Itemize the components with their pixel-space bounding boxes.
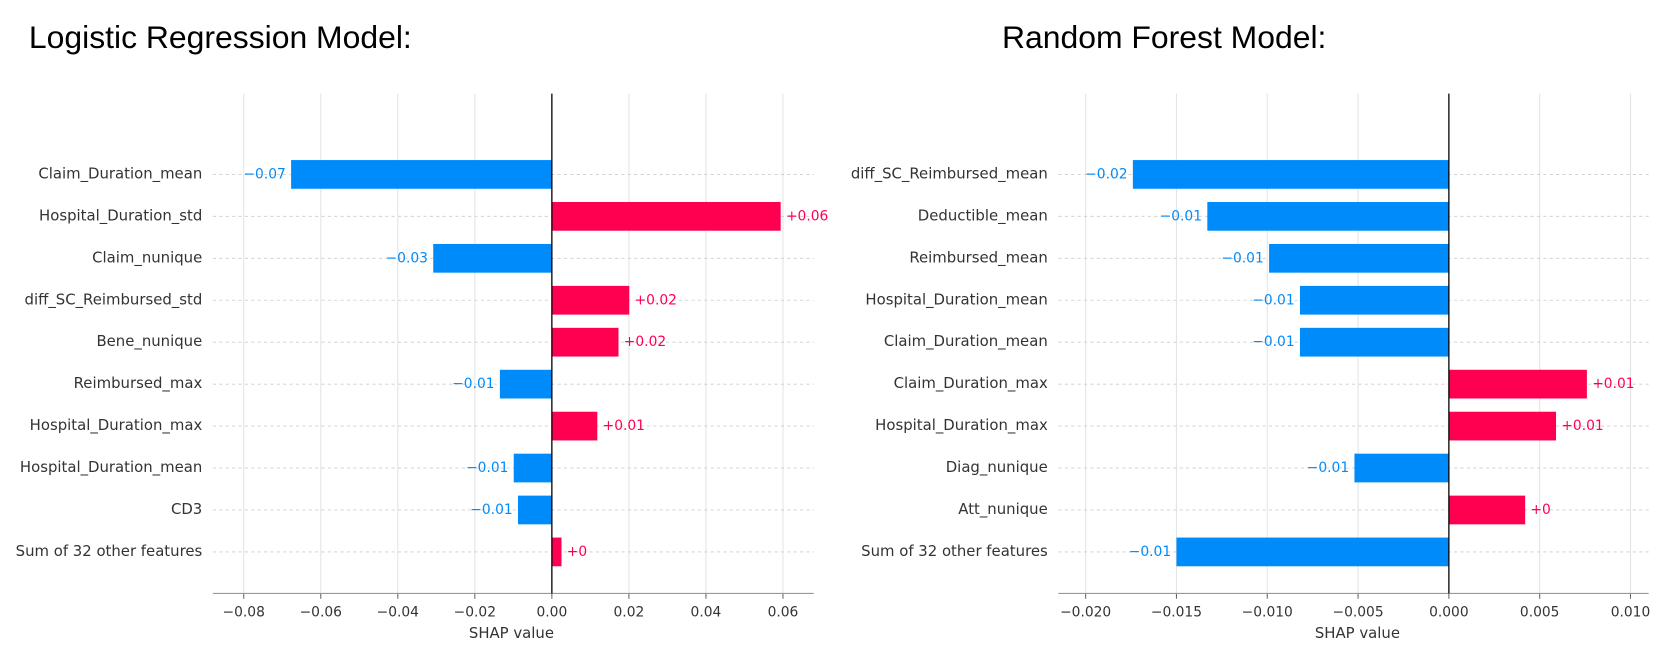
value-label: −0.01 [466, 460, 508, 476]
category-label: diff_SC_Reimbursed_mean [851, 164, 1048, 182]
value-label: −0.01 [1129, 544, 1171, 560]
value-label: −0.01 [1160, 208, 1202, 224]
bar [1176, 537, 1449, 567]
x-tick-label: −0.06 [300, 605, 342, 621]
chart-title: Random Forest Model: [1002, 19, 1326, 55]
bar [551, 411, 598, 441]
bar [1299, 327, 1449, 357]
x-axis-label: SHAP value [469, 624, 554, 642]
bar [1354, 453, 1449, 483]
value-label: +0 [1530, 502, 1550, 518]
bar [433, 243, 552, 273]
category-label: Claim_Duration_max [894, 374, 1048, 392]
category-label: CD3 [171, 500, 202, 518]
bar [517, 495, 552, 525]
value-label: −0.02 [1085, 166, 1127, 182]
value-label: −0.01 [470, 502, 512, 518]
x-axis-label: SHAP value [1315, 624, 1400, 642]
x-tick-label: −0.020 [1060, 605, 1111, 621]
bar [551, 285, 630, 315]
bar [1207, 202, 1449, 231]
x-tick-label: 0.06 [768, 605, 799, 621]
category-label: Deductible_mean [918, 206, 1048, 224]
category-label: Diag_nunique [946, 458, 1048, 476]
category-label: Bene_nunique [96, 332, 202, 350]
x-tick-label: −0.015 [1151, 605, 1202, 621]
bar [1448, 411, 1557, 441]
bar [551, 537, 562, 567]
value-label: +0.02 [635, 292, 677, 308]
category-label: Hospital_Duration_max [875, 416, 1048, 434]
x-tick-label: −0.02 [454, 605, 496, 621]
x-tick-label: 0.00 [536, 605, 567, 621]
category-label: Hospital_Duration_mean [865, 290, 1047, 308]
category-label: Claim_Duration_mean [884, 332, 1048, 350]
value-label: −0.03 [386, 250, 428, 266]
bar [513, 453, 552, 483]
chart-title: Logistic Regression Model: [29, 19, 412, 55]
x-tick-label: −0.04 [377, 605, 420, 621]
bar [1448, 495, 1526, 525]
x-tick-label: −0.08 [223, 605, 265, 621]
bar [291, 160, 552, 189]
category-label: Sum of 32 other features [861, 542, 1048, 560]
value-label: −0.01 [452, 376, 494, 392]
x-tick-label: 0.010 [1611, 605, 1651, 621]
x-tick-label: 0.02 [614, 605, 645, 621]
value-label: +0.06 [786, 208, 828, 224]
bar [551, 202, 781, 231]
x-tick-label: 0.04 [691, 605, 722, 621]
value-label: −0.07 [243, 166, 285, 182]
category-label: Reimbursed_mean [909, 248, 1047, 266]
bar [1269, 243, 1449, 273]
category-label: Hospital_Duration_std [39, 206, 202, 224]
x-tick-label: 0.000 [1429, 605, 1469, 621]
value-label: +0.01 [603, 418, 645, 434]
bar [1448, 369, 1587, 399]
category-label: Sum of 32 other features [16, 542, 203, 560]
value-label: −0.01 [1307, 460, 1349, 476]
bar [551, 327, 619, 357]
bar [499, 369, 552, 399]
bar [1299, 285, 1449, 315]
category-label: diff_SC_Reimbursed_std [25, 290, 203, 308]
category-label: Hospital_Duration_mean [20, 458, 202, 476]
category-label: Claim_Duration_mean [38, 164, 202, 182]
bar [1132, 160, 1449, 189]
value-label: +0.01 [1561, 418, 1603, 434]
value-label: −0.01 [1252, 334, 1294, 350]
category-label: Hospital_Duration_max [30, 416, 203, 434]
category-label: Claim_nunique [92, 248, 202, 266]
value-label: +0 [567, 544, 587, 560]
x-tick-label: −0.005 [1333, 605, 1384, 621]
value-label: +0.02 [624, 334, 666, 350]
value-label: −0.01 [1221, 250, 1263, 266]
x-tick-label: −0.010 [1242, 605, 1293, 621]
x-tick-label: 0.005 [1520, 605, 1560, 621]
category-label: Reimbursed_max [74, 374, 203, 392]
value-label: −0.01 [1252, 292, 1294, 308]
value-label: +0.01 [1592, 376, 1634, 392]
category-label: Att_nunique [958, 500, 1047, 518]
